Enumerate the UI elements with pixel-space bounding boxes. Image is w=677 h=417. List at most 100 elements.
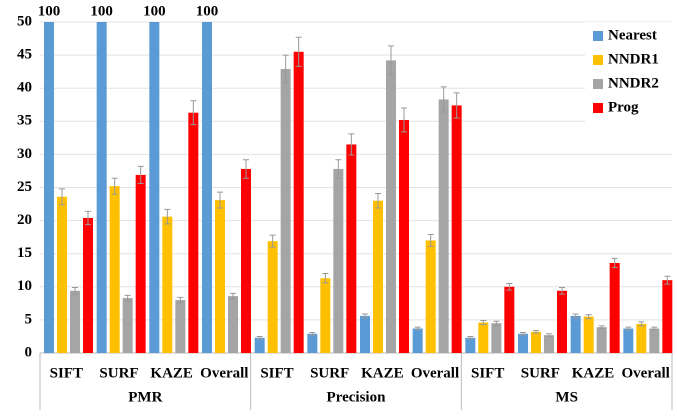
- error-bar: [348, 133, 355, 156]
- legend-label: Nearest: [608, 27, 657, 43]
- y-tick-label: 30: [17, 146, 32, 162]
- error-bar: [611, 257, 618, 269]
- error-bar: [401, 107, 407, 133]
- bar: [386, 60, 396, 354]
- bar: [307, 333, 318, 353]
- legend-label: Prog: [608, 99, 639, 115]
- error-bar: [453, 92, 460, 119]
- bar: [360, 315, 370, 353]
- bar: [280, 69, 291, 353]
- data-label: 100: [143, 3, 166, 19]
- bar: [202, 22, 212, 353]
- bar: [438, 99, 449, 353]
- bar: [44, 22, 54, 353]
- x-tick-label: KAZE: [361, 365, 404, 381]
- bar: [531, 331, 541, 353]
- error-bar: [137, 165, 144, 185]
- legend-swatch: [593, 55, 603, 65]
- group-label: Precision: [327, 389, 387, 405]
- bar: [149, 22, 160, 353]
- y-tick-label: 15: [17, 245, 32, 261]
- y-tick-label: 45: [17, 47, 32, 63]
- x-tick-label: SIFT: [471, 365, 504, 381]
- error-bar: [467, 335, 474, 340]
- error-bar: [493, 320, 500, 326]
- bar: [320, 278, 331, 353]
- error-bar: [164, 208, 171, 225]
- error-bar: [72, 286, 78, 295]
- error-bar: [177, 296, 184, 304]
- error-bar: [190, 100, 197, 126]
- error-bar: [598, 325, 605, 330]
- x-tick-label: SURF: [99, 365, 138, 381]
- error-bar: [427, 234, 434, 247]
- bar: [465, 337, 476, 353]
- error-bar: [520, 331, 526, 336]
- x-tick-label: KAZE: [572, 365, 615, 381]
- bar: [636, 323, 647, 353]
- bar: [57, 196, 67, 353]
- error-bar: [335, 159, 342, 179]
- bar: [373, 200, 383, 353]
- bar: [570, 315, 581, 353]
- bar: [254, 337, 265, 353]
- legend-label: NNDR2: [608, 75, 659, 91]
- bar: [333, 168, 344, 353]
- x-tick-label: Overall: [622, 365, 670, 381]
- error-bar: [85, 210, 91, 226]
- error-bar: [559, 286, 565, 295]
- error-bar: [322, 273, 329, 284]
- bar: [518, 333, 528, 353]
- bar: [609, 262, 620, 353]
- legend-swatch: [593, 103, 603, 113]
- bar: [96, 22, 107, 353]
- bar: [649, 328, 660, 353]
- error-bar: [440, 86, 447, 113]
- error-bar: [638, 321, 645, 327]
- bar: [425, 240, 436, 353]
- y-tick-label: 20: [17, 212, 32, 228]
- bar: [623, 328, 634, 353]
- bar: [412, 328, 423, 353]
- error-bar: [282, 54, 289, 84]
- bar: [504, 286, 515, 353]
- error-bar: [124, 294, 131, 302]
- error-bar: [269, 234, 276, 248]
- bar: [70, 290, 80, 353]
- y-tick-label: 50: [17, 13, 32, 29]
- error-bar: [533, 329, 539, 334]
- legend-swatch: [593, 79, 603, 89]
- bar: [596, 327, 607, 353]
- error-bar: [625, 326, 632, 331]
- bar: [228, 296, 238, 353]
- bar: [583, 316, 594, 353]
- bar: [135, 174, 146, 353]
- y-tick-label: 40: [17, 80, 32, 96]
- error-bar: [230, 292, 236, 300]
- bar: [478, 322, 489, 353]
- bar: [293, 51, 304, 353]
- y-tick-label: 25: [17, 179, 32, 195]
- error-bar: [256, 335, 263, 340]
- x-tick-label: SURF: [310, 365, 349, 381]
- data-label: 100: [38, 3, 61, 19]
- legend-label: NNDR1: [608, 51, 659, 67]
- x-tick-label: SIFT: [50, 365, 83, 381]
- x-tick-label: Overall: [200, 365, 248, 381]
- bar: [267, 241, 278, 353]
- error-bar: [295, 36, 302, 67]
- x-tick-label: SURF: [521, 365, 560, 381]
- bar: [346, 144, 357, 353]
- error-bar: [664, 275, 671, 285]
- y-tick-label: 0: [25, 344, 33, 360]
- error-bar: [111, 177, 118, 195]
- data-label: 100: [196, 3, 219, 19]
- error-bar: [388, 45, 394, 76]
- group-label: PMR: [128, 389, 162, 405]
- bar: [109, 186, 120, 353]
- bar: [175, 300, 186, 353]
- bar: [241, 168, 251, 353]
- x-tick-label: Overall: [411, 365, 459, 381]
- y-tick-label: 35: [17, 113, 32, 129]
